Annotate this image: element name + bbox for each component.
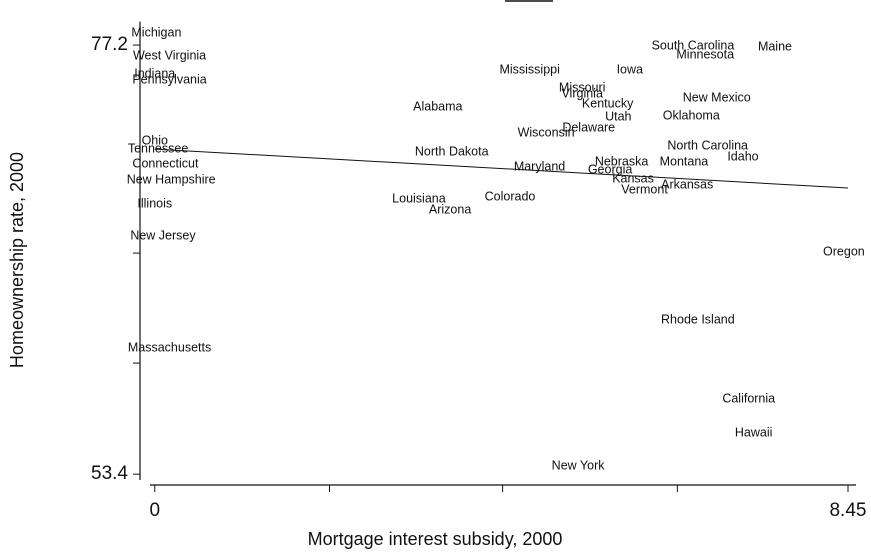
fit-line: [154, 148, 849, 189]
state-label: North Dakota: [415, 144, 489, 158]
state-label: Colorado: [485, 189, 536, 203]
state-label: Oregon: [823, 244, 865, 258]
y-tick-label: 77.2: [91, 34, 128, 55]
state-label: Tennessee: [128, 141, 189, 155]
state-label: Illinois: [137, 196, 172, 210]
state-label: Montana: [660, 154, 709, 168]
state-label: Rhode Island: [661, 312, 735, 326]
state-label: Iowa: [617, 62, 643, 76]
state-label: Wisconsin: [518, 125, 575, 139]
state-label: Alabama: [413, 99, 462, 113]
state-label: Virginia: [561, 86, 603, 100]
state-label: Kentucky: [582, 96, 634, 110]
state-label: New Hampshire: [127, 172, 216, 186]
y-tick-label: 53.4: [91, 463, 128, 484]
state-label: Pennsylvania: [132, 72, 206, 86]
state-label: Arkansas: [661, 177, 713, 191]
state-label: Maine: [758, 39, 792, 53]
x-tick-label: 8.45: [829, 500, 866, 521]
state-label: South Carolina: [652, 38, 735, 52]
state-label: Oklahoma: [663, 108, 720, 122]
state-label: Minnesota: [676, 47, 734, 61]
state-label: Indiana: [134, 66, 175, 80]
state-label: Nebraska: [595, 154, 649, 168]
state-label: Michigan: [131, 25, 181, 39]
x-tick-label: 0: [149, 500, 160, 521]
state-label: Arizona: [429, 202, 471, 216]
state-label: Maryland: [514, 159, 565, 173]
x-axis-title: Mortgage interest subsidy, 2000: [308, 529, 563, 549]
state-label: New Mexico: [683, 90, 751, 104]
state-label: New Jersey: [130, 228, 196, 242]
state-label: Vermont: [621, 182, 668, 196]
state-label: Delaware: [562, 120, 615, 134]
state-label: Missouri: [559, 80, 606, 94]
state-label: Idaho: [727, 149, 758, 163]
state-label: Louisiana: [392, 191, 446, 205]
state-label: Georgia: [588, 162, 633, 176]
state-label: North Carolina: [667, 138, 748, 152]
state-label: West Virginia: [133, 48, 206, 62]
state-label: California: [722, 391, 775, 405]
y-axis-title: Homeownership rate, 2000: [7, 152, 27, 368]
state-label: Mississippi: [499, 62, 559, 76]
state-label: Kansas: [612, 171, 654, 185]
state-label: Connecticut: [132, 156, 199, 170]
state-label: Ohio: [142, 133, 168, 147]
state-label: Hawaii: [735, 425, 773, 439]
state-label: New York: [552, 458, 606, 472]
state-label: Massachusetts: [128, 340, 211, 354]
state-label: Utah: [605, 109, 631, 123]
